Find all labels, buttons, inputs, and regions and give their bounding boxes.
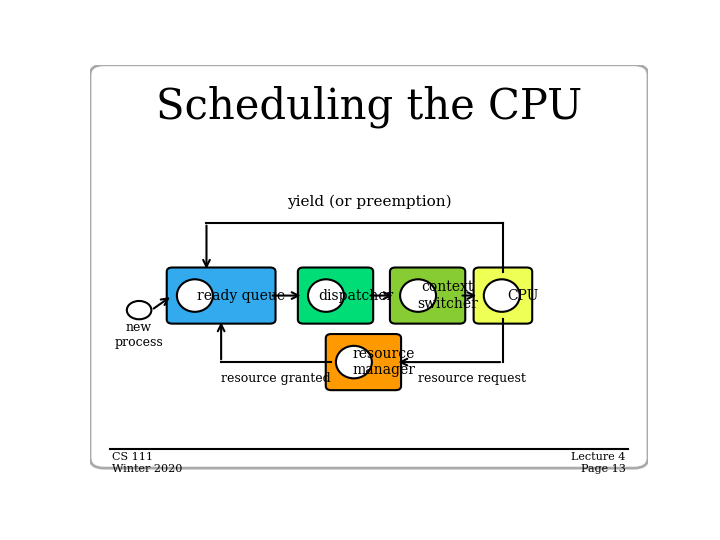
Ellipse shape bbox=[177, 279, 213, 312]
Text: resource request: resource request bbox=[418, 373, 526, 386]
Text: context
switcher: context switcher bbox=[418, 280, 478, 310]
Ellipse shape bbox=[308, 279, 344, 312]
Text: ready queue: ready queue bbox=[197, 288, 285, 302]
Text: Lecture 4
Page 13: Lecture 4 Page 13 bbox=[571, 453, 626, 474]
Text: dispatcher: dispatcher bbox=[318, 288, 393, 302]
Circle shape bbox=[127, 301, 151, 319]
FancyBboxPatch shape bbox=[325, 334, 401, 390]
Text: resource granted: resource granted bbox=[221, 373, 331, 386]
Text: yield (or preemption): yield (or preemption) bbox=[287, 195, 451, 209]
Text: CPU: CPU bbox=[508, 288, 539, 302]
Text: CS 111
Winter 2020: CS 111 Winter 2020 bbox=[112, 453, 183, 474]
FancyBboxPatch shape bbox=[390, 267, 465, 323]
Text: resource
manager: resource manager bbox=[352, 347, 415, 377]
FancyBboxPatch shape bbox=[474, 267, 532, 323]
Ellipse shape bbox=[400, 279, 436, 312]
FancyBboxPatch shape bbox=[298, 267, 373, 323]
Ellipse shape bbox=[484, 279, 520, 312]
FancyBboxPatch shape bbox=[90, 65, 648, 468]
Ellipse shape bbox=[336, 346, 372, 379]
FancyBboxPatch shape bbox=[167, 267, 276, 323]
Text: new
process: new process bbox=[114, 321, 163, 349]
Text: Scheduling the CPU: Scheduling the CPU bbox=[156, 85, 582, 127]
